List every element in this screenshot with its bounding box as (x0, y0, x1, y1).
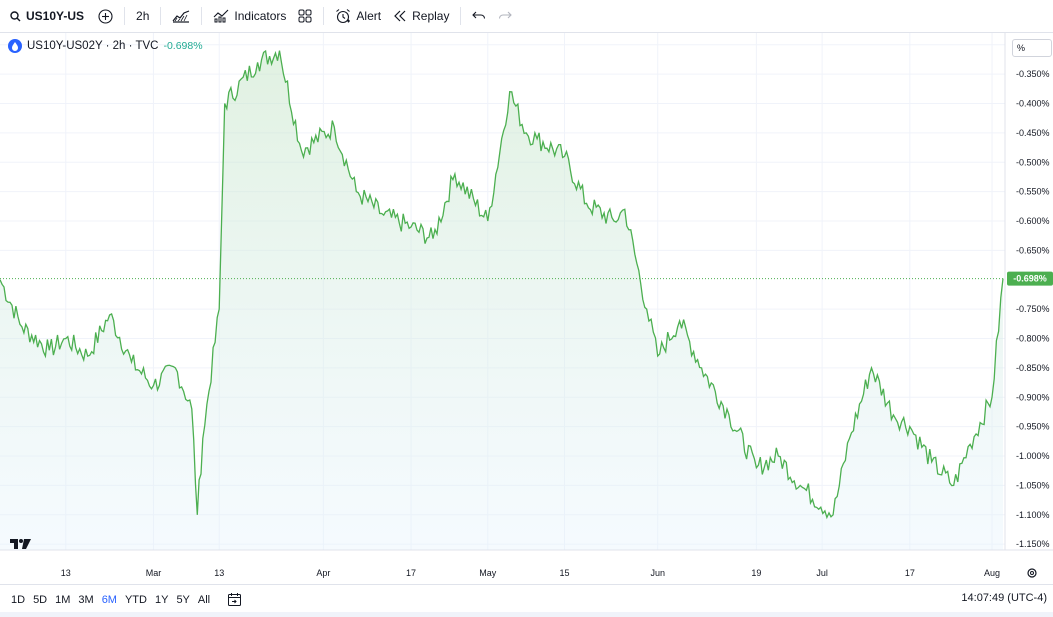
undo-icon (472, 10, 486, 22)
time-tick-label: 17 (406, 568, 416, 578)
replay-button[interactable]: Replay (389, 3, 453, 29)
scale-mode-label: % (1017, 43, 1026, 53)
toolbar-divider (124, 7, 126, 25)
symbol-label: US10Y-US (26, 9, 85, 23)
time-axis[interactable]: 13 Mar 13 Apr 17 May 15 Jun 19 Jul 17 Aug (61, 568, 1000, 578)
price-tick-label: -0.350% (1016, 69, 1050, 79)
range-button-6m[interactable]: 6M (101, 593, 117, 606)
area-chart-icon (172, 9, 190, 23)
go-to-date-button[interactable] (223, 587, 247, 613)
toolbar-divider (201, 7, 203, 25)
price-tick-label: -0.500% (1016, 157, 1050, 167)
time-tick-label: 19 (751, 568, 761, 578)
grid-layout-icon (298, 9, 312, 23)
price-axis[interactable]: -0.300%-0.350%-0.400%-0.450%-0.500%-0.55… (1016, 40, 1050, 549)
price-tick-label: -0.900% (1016, 392, 1050, 402)
series-area-fill (0, 50, 1003, 550)
add-circle-icon (98, 8, 113, 24)
footer-strip (0, 612, 1053, 617)
layouts-button[interactable] (294, 3, 316, 29)
range-button-ytd[interactable]: YTD (124, 593, 147, 606)
series-legend[interactable]: US10Y-US02Y · 2h · TVC -0.698% (8, 39, 203, 53)
undo-button[interactable] (468, 3, 490, 29)
time-tick-label: Aug (984, 568, 1000, 578)
compare-symbol-button[interactable] (94, 3, 117, 29)
top-toolbar: US10Y-US 2h Indicators Alert (0, 0, 1053, 33)
price-tick-label: -0.950% (1016, 422, 1050, 432)
range-button-5y[interactable]: 5Y (176, 593, 190, 606)
indicators-label: Indicators (234, 9, 287, 23)
chart-svg[interactable]: -0.300%-0.350%-0.400%-0.450%-0.500%-0.55… (0, 33, 1053, 584)
range-buttons: 1D 5D 1M 3M 6M YTD 1Y 5Y All (8, 594, 215, 606)
range-button-1m[interactable]: 1M (55, 593, 71, 606)
chart-type-button[interactable] (168, 3, 194, 29)
price-tick-label: -0.550% (1016, 187, 1050, 197)
indicators-button[interactable]: Indicators (209, 3, 290, 29)
current-price-label: -0.698% (1007, 271, 1053, 286)
range-button-5d[interactable]: 5D (33, 593, 48, 606)
range-toolbar: 1D 5D 1M 3M 6M YTD 1Y 5Y All (0, 584, 1053, 614)
interval-label: 2h (136, 9, 150, 23)
tradingview-logo[interactable] (10, 539, 31, 549)
alert-label: Alert (356, 9, 382, 23)
price-tick-label: -1.150% (1016, 539, 1050, 549)
rewind-icon (393, 10, 407, 22)
time-tick-label: Jul (816, 568, 828, 578)
range-button-1d[interactable]: 1D (11, 593, 26, 606)
toolbar-divider (323, 7, 325, 25)
time-tick-label: May (479, 568, 497, 578)
price-tick-label: -0.750% (1016, 304, 1050, 314)
chart-pane[interactable]: -0.300%-0.350%-0.400%-0.450%-0.500%-0.55… (0, 33, 1053, 584)
redo-button[interactable] (494, 3, 516, 29)
indicators-icon (213, 9, 229, 23)
alarm-clock-icon (335, 8, 351, 24)
time-tick-label: 13 (214, 568, 224, 578)
price-tick-label: -0.400% (1016, 99, 1050, 109)
symbol-search-button[interactable]: US10Y-US (6, 3, 88, 29)
redo-icon (498, 10, 513, 22)
legend-value: -0.698% (163, 40, 203, 52)
series-line (0, 49, 1004, 520)
price-tick-label: -0.650% (1016, 245, 1050, 255)
calendar-arrow-icon (227, 592, 243, 607)
price-tick-label: -0.800% (1016, 334, 1050, 344)
range-button-all[interactable]: All (197, 593, 211, 606)
time-tick-label: 17 (905, 568, 915, 578)
symbol-logo-icon (8, 39, 22, 53)
settings-gear-icon[interactable] (1027, 568, 1037, 578)
time-tick-label: Mar (146, 568, 162, 578)
clock-timezone[interactable]: 14:07:49 (UTC-4) (961, 592, 1047, 604)
toolbar-divider (460, 7, 462, 25)
time-tick-label: 13 (61, 568, 71, 578)
time-tick-label: 15 (560, 568, 570, 578)
replay-label: Replay (412, 9, 450, 23)
alert-button[interactable]: Alert (331, 3, 385, 29)
interval-button[interactable]: 2h (132, 3, 153, 29)
legend-title: US10Y-US02Y · 2h · TVC (27, 40, 159, 52)
price-tick-label: -0.600% (1016, 216, 1050, 226)
price-tick-label: -1.000% (1016, 451, 1050, 461)
range-button-3m[interactable]: 3M (78, 593, 94, 606)
search-icon (10, 10, 21, 22)
price-tick-label: -1.050% (1016, 480, 1050, 490)
price-tick-label: -0.450% (1016, 128, 1050, 138)
scale-mode-button[interactable]: % (1012, 39, 1052, 57)
current-price-text: -0.698% (1013, 274, 1047, 284)
toolbar-divider (160, 7, 162, 25)
time-tick-label: Apr (316, 568, 330, 578)
time-tick-label: Jun (650, 568, 665, 578)
price-tick-label: -1.100% (1016, 510, 1050, 520)
price-tick-label: -0.850% (1016, 363, 1050, 373)
range-button-1y[interactable]: 1Y (154, 593, 169, 606)
